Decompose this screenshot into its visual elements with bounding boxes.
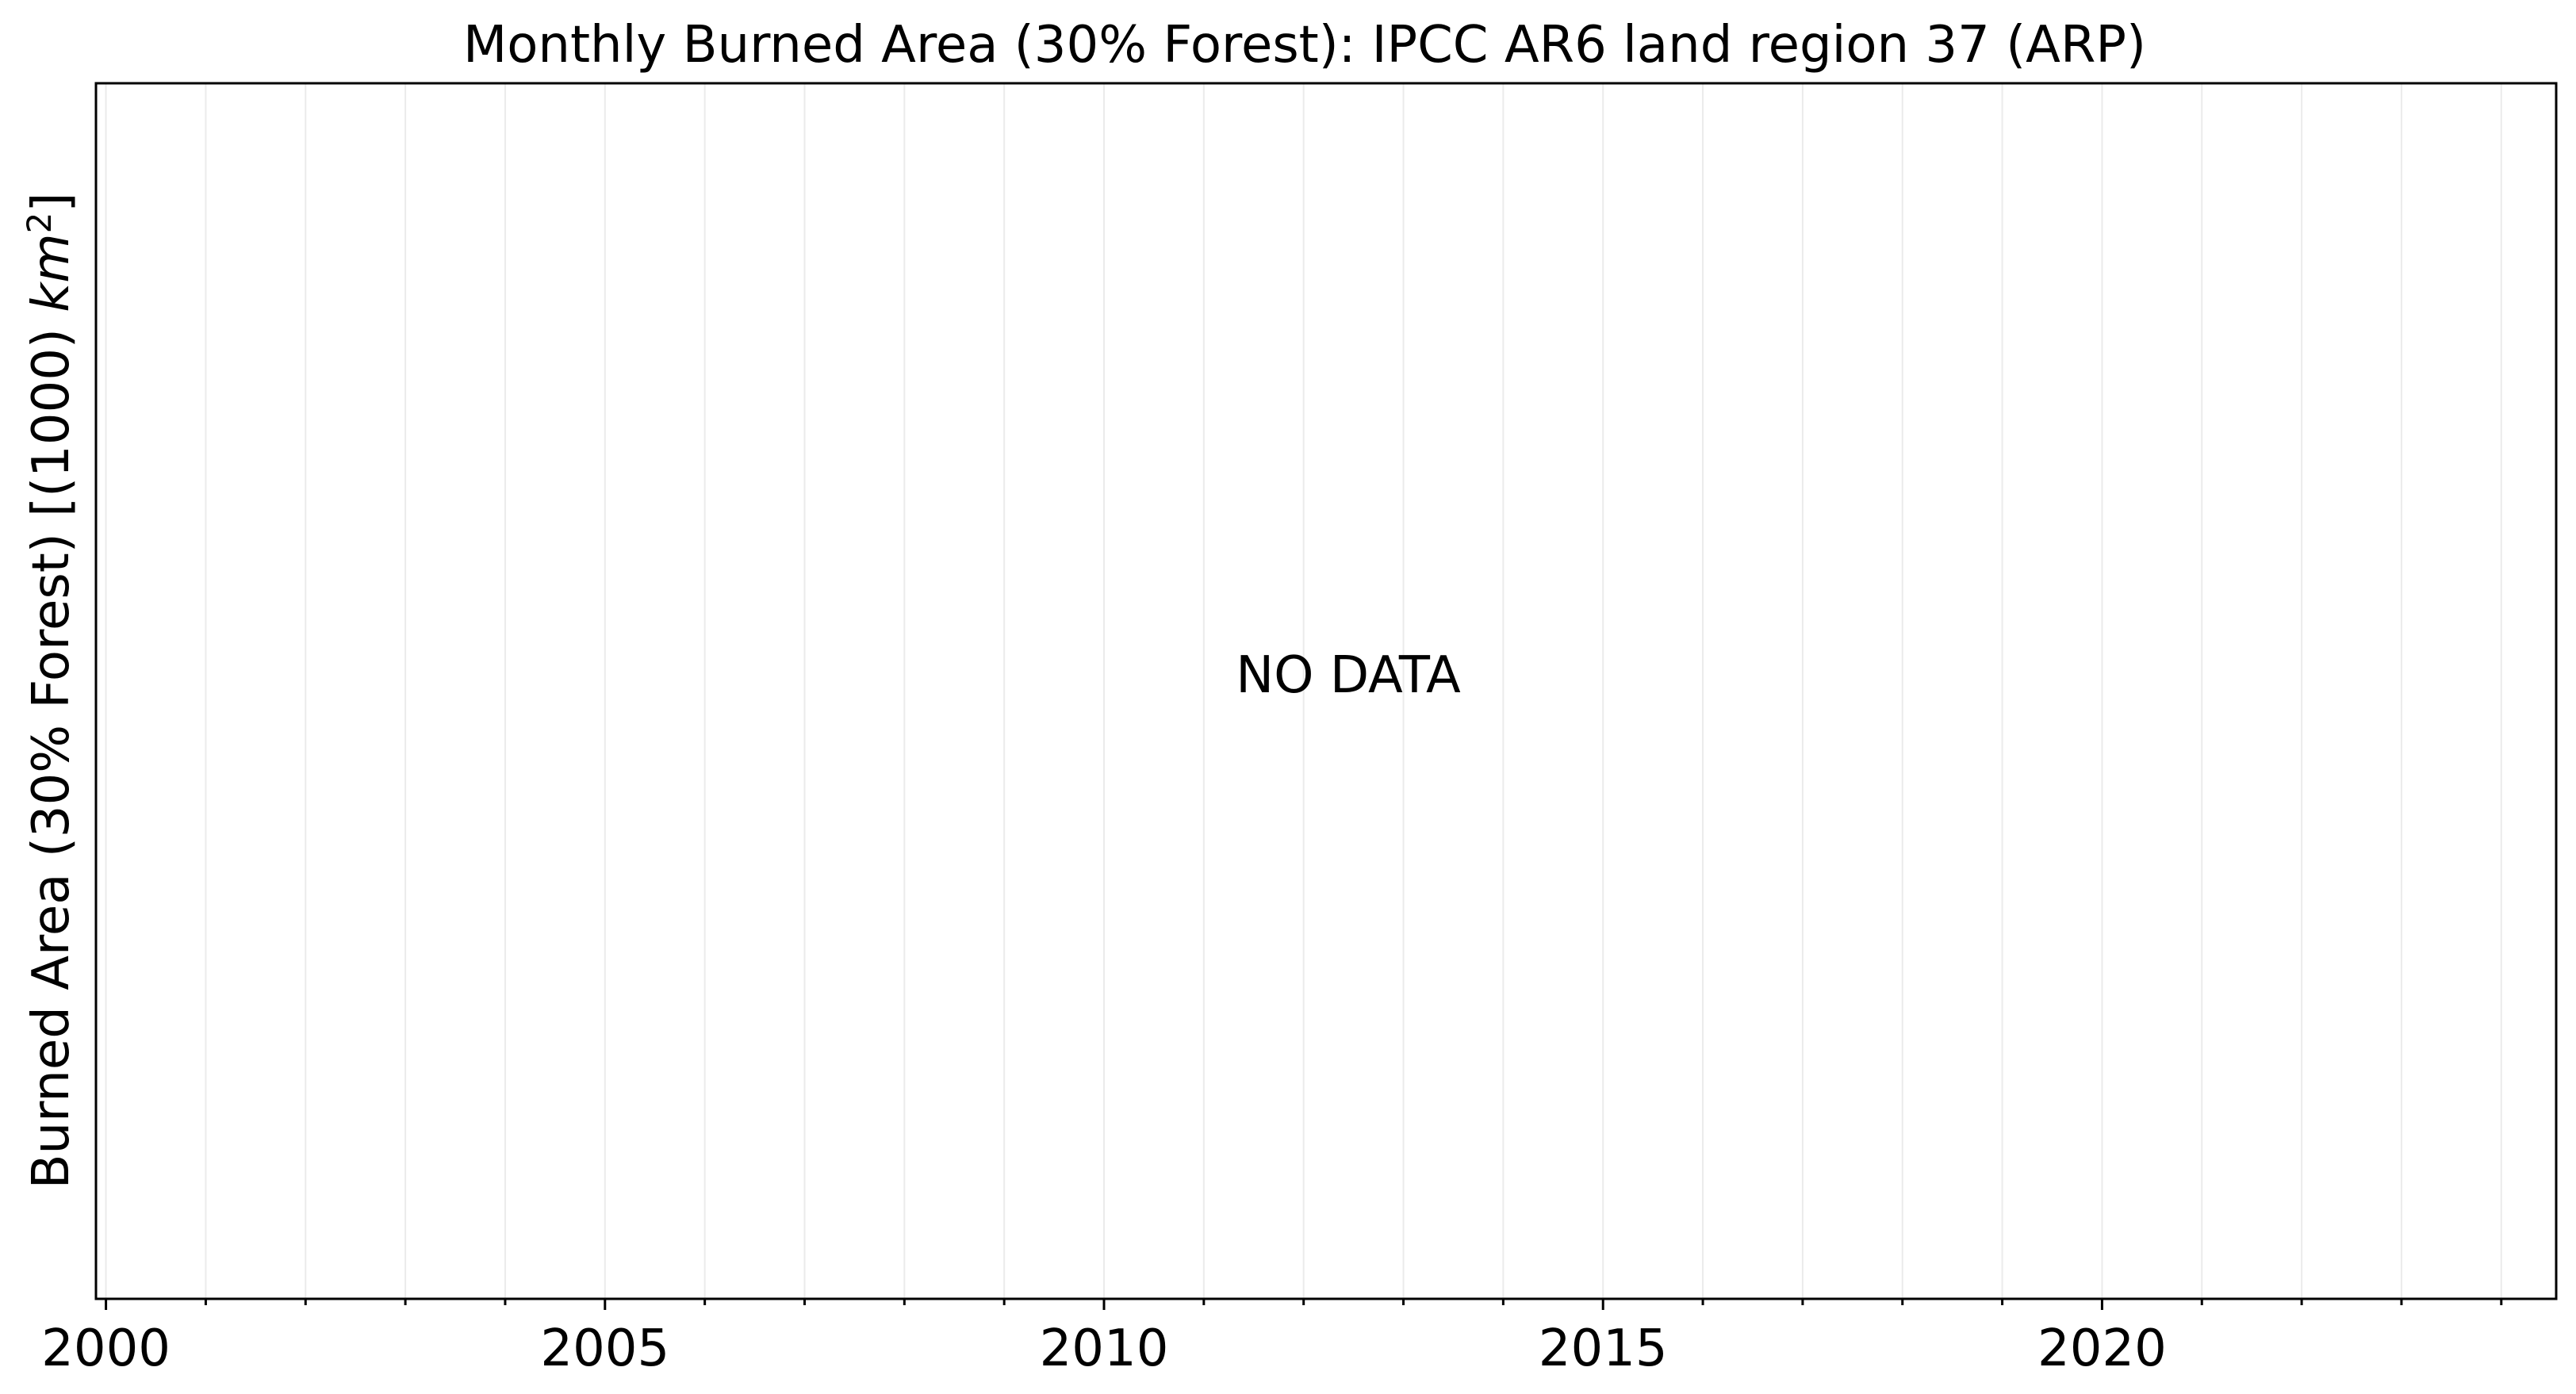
y-axis-label-unit: km bbox=[22, 233, 81, 312]
x-tick-label-2005: 2005 bbox=[540, 1319, 669, 1378]
chart-title: Monthly Burned Area (30% Forest): IPCC A… bbox=[463, 16, 2146, 75]
no-data-annotation: NO DATA bbox=[1236, 646, 1461, 705]
x-tick-label-2000: 2000 bbox=[41, 1319, 171, 1378]
y-axis-label: Burned Area (30% Forest) [(1000) km2] bbox=[20, 193, 81, 1189]
y-axis-label-prefix: Burned Area (30% Forest) [(1000) bbox=[22, 312, 81, 1189]
x-axis: 2000 2005 2010 2015 2020 bbox=[41, 1299, 2503, 1378]
x-tick-label-2010: 2010 bbox=[1040, 1319, 1169, 1378]
x-tick-label-2015: 2015 bbox=[1539, 1319, 1668, 1378]
grid-lines bbox=[105, 83, 2502, 1299]
x-tick-label-2020: 2020 bbox=[2037, 1319, 2167, 1378]
plot-area bbox=[94, 82, 2558, 1300]
y-axis-label-suffix: ] bbox=[22, 193, 81, 213]
y-axis-label-unit-exponent: 2 bbox=[20, 213, 59, 234]
